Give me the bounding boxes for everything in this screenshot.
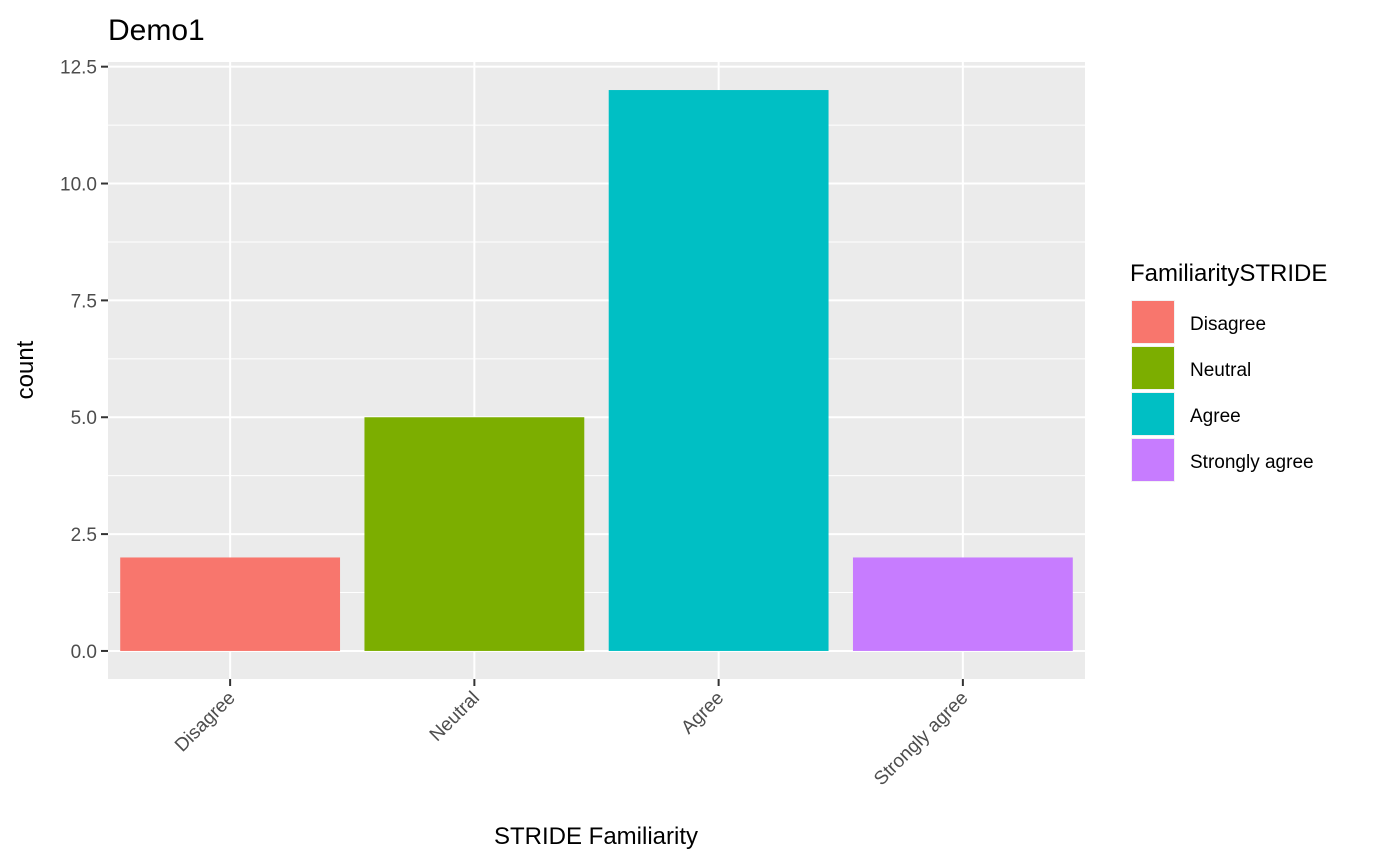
y-tick-label: 10.0 [60,175,97,196]
legend-swatch [1132,393,1174,435]
legend-label: Strongly agree [1190,452,1314,473]
bars [120,90,1073,651]
x-tick-label: Disagree [171,688,240,757]
legend-swatch [1132,347,1174,389]
y-tick-label: 2.5 [71,525,97,546]
y-tick-label: 12.5 [60,58,97,79]
bar [852,557,1073,651]
y-axis-title: count [12,340,39,399]
y-axis: 0.0 2.5 5.0 7.5 10.0 12.5 [60,58,108,663]
legend-entries: Disagree Neutral Agree Strongly agree [1131,300,1314,482]
y-tick-label: 7.5 [71,291,97,312]
y-tick-label: 5.0 [71,408,97,429]
bar [364,417,585,651]
legend-swatch [1132,439,1174,481]
x-axis-title: STRIDE Familiarity [494,823,698,850]
legend-label: Disagree [1190,314,1266,335]
x-axis: Disagree Neutral Agree Strongly agree [171,679,972,790]
x-tick-label: Agree [677,688,728,739]
legend-swatch [1132,301,1174,343]
legend: FamiliaritySTRIDE Disagree Neutral Agree St… [1130,260,1327,482]
y-tick-label: 0.0 [71,642,97,663]
legend-title: FamiliaritySTRIDE [1130,260,1327,287]
legend-label: Agree [1190,406,1241,427]
x-tick-label: Neutral [426,688,484,746]
legend-label: Neutral [1190,360,1251,381]
bar [608,90,829,651]
chart-title: Demo1 [108,14,205,47]
bar [120,557,341,651]
x-tick-label: Strongly agree [870,688,972,790]
